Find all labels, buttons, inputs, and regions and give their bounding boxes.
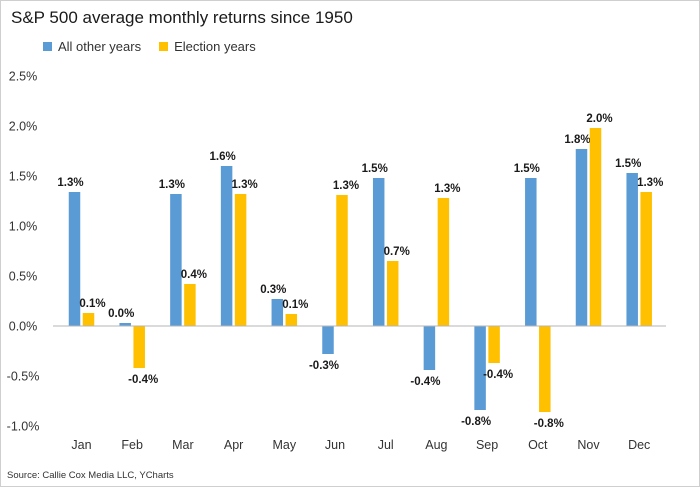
legend-swatch-election-years <box>159 42 169 51</box>
bar-other-years-aug <box>423 326 436 370</box>
data-label: -0.4% <box>483 369 513 381</box>
data-label: 0.3% <box>260 284 286 296</box>
data-label: 0.7% <box>384 246 410 258</box>
bar-election-years-sep <box>488 326 500 363</box>
bar-other-years-sep <box>474 326 486 410</box>
bar-election-years-dec <box>640 192 652 326</box>
data-label: -0.3% <box>309 360 339 372</box>
bar-election-years-aug <box>437 198 450 326</box>
bar-other-years-mar <box>170 194 182 326</box>
y-tick-label: 0.5% <box>9 270 38 284</box>
chart-legend: All other years Election years <box>43 39 256 54</box>
legend-label-other-years: All other years <box>58 39 142 54</box>
x-tick-label: Aug <box>425 438 447 452</box>
x-tick-label: Jun <box>325 438 345 452</box>
data-label: 1.5% <box>514 163 540 175</box>
x-tick-label: Feb <box>121 438 143 452</box>
y-tick-label: 0.0% <box>9 320 38 334</box>
y-tick-label: -1.0% <box>7 420 40 434</box>
legend-swatch-other-years <box>43 42 52 51</box>
data-label: 0.1% <box>282 299 308 311</box>
x-tick-label: May <box>272 438 296 452</box>
bar-other-years-jul <box>372 178 385 326</box>
data-label: 1.5% <box>362 163 388 175</box>
bar-other-years-dec <box>626 173 638 326</box>
bar-other-years-jun <box>322 326 334 354</box>
y-tick-label: 2.5% <box>9 70 38 84</box>
bar-election-years-nov <box>589 128 602 326</box>
y-tick-label: 1.5% <box>9 170 38 184</box>
bar-other-years-feb <box>119 323 131 326</box>
x-tick-label: Mar <box>172 438 194 452</box>
data-label: 1.3% <box>159 179 185 191</box>
data-label: -0.8% <box>461 416 491 428</box>
source-note: Source: Callie Cox Media LLC, YCharts <box>7 470 174 481</box>
data-label: -0.8% <box>534 418 564 430</box>
data-label: 0.0% <box>108 308 134 320</box>
data-label: 1.8% <box>564 134 590 146</box>
x-tick-label: Jul <box>378 438 394 452</box>
x-tick-label: Apr <box>224 438 243 452</box>
bar-election-years-jun <box>336 195 348 326</box>
data-label: 1.3% <box>434 183 460 195</box>
bar-election-years-feb <box>133 326 145 368</box>
data-label: 1.3% <box>333 180 359 192</box>
bar-election-years-may <box>285 314 298 326</box>
bar-election-years-oct <box>539 326 551 412</box>
x-tick-label: Jan <box>71 438 91 452</box>
legend-item-other-years: All other years <box>43 39 141 54</box>
x-tick-label: Dec <box>628 438 650 452</box>
bar-other-years-oct <box>525 178 537 326</box>
bar-other-years-jan <box>68 192 81 326</box>
x-tick-label: Sep <box>476 438 498 452</box>
data-label: 1.5% <box>615 158 641 170</box>
bar-election-years-apr <box>234 194 247 326</box>
legend-item-election-years: Election years <box>159 39 256 54</box>
data-label: 2.0% <box>586 113 612 125</box>
y-tick-label: 2.0% <box>9 120 38 134</box>
x-tick-label: Nov <box>577 438 600 452</box>
x-tick-label: Oct <box>528 438 548 452</box>
bar-election-years-jan <box>82 313 95 326</box>
data-label: -0.4% <box>410 376 440 388</box>
bar-other-years-apr <box>220 166 233 326</box>
legend-label-election-years: Election years <box>174 39 256 54</box>
y-tick-label: 1.0% <box>9 220 38 234</box>
data-label: 1.3% <box>57 177 83 189</box>
bar-election-years-jul <box>386 261 399 326</box>
data-label: 0.4% <box>181 269 207 281</box>
y-tick-label: -0.5% <box>7 370 40 384</box>
data-label: 1.3% <box>637 177 663 189</box>
chart-title: S&P 500 average monthly returns since 19… <box>11 8 353 27</box>
bar-other-years-nov <box>575 149 588 326</box>
data-label: 1.3% <box>231 179 257 191</box>
data-label: 1.6% <box>209 151 235 163</box>
bar-other-years-may <box>271 299 284 326</box>
data-label: -0.4% <box>128 374 158 386</box>
data-label: 0.1% <box>79 298 105 310</box>
bar-election-years-mar <box>184 284 196 326</box>
